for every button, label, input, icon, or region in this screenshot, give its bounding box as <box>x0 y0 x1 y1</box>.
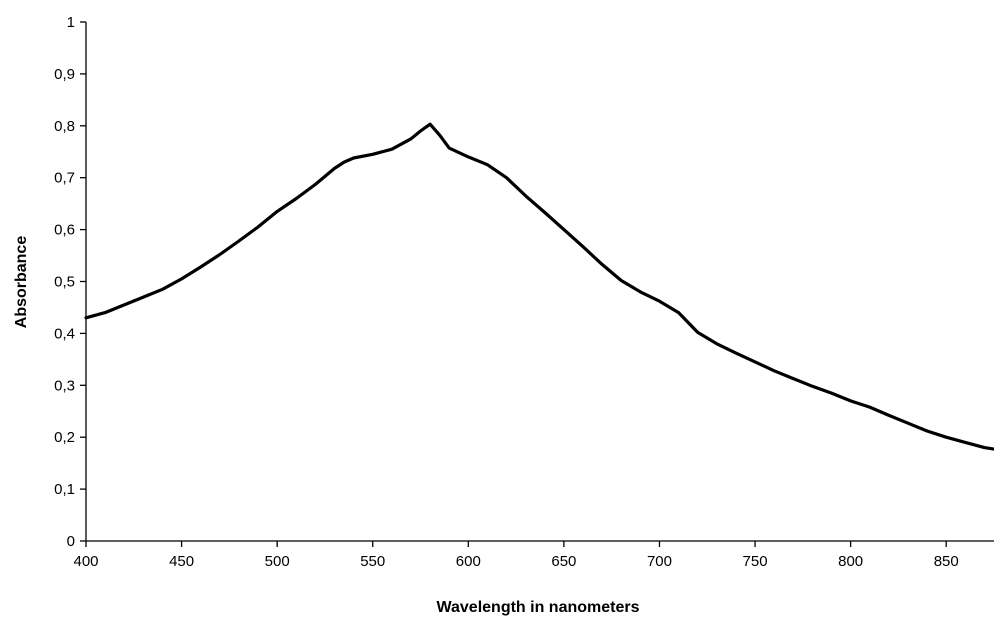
y-tick-label: 0,5 <box>54 274 75 291</box>
y-tick-label: 0,7 <box>54 170 75 187</box>
axes <box>85 22 994 542</box>
x-tick-label: 850 <box>934 553 959 570</box>
x-tick-label: 400 <box>73 553 98 570</box>
y-tick-label: 0,2 <box>54 429 75 446</box>
x-tick-label: 750 <box>743 553 768 570</box>
y-tick-label: 1 <box>67 14 75 31</box>
x-tick-label: 700 <box>647 553 672 570</box>
x-tick-label: 600 <box>456 553 481 570</box>
y-tick-label: 0,8 <box>54 118 75 135</box>
tick-labels: 0 0,1 0,2 0,3 0,4 0,5 0,6 0,7 0,8 0,9 1 400 450 500 55… <box>54 14 959 570</box>
y-tick-label: 0,4 <box>54 325 75 342</box>
y-axis-title: Absorbance <box>13 236 30 329</box>
x-tick-label: 500 <box>265 553 290 570</box>
y-tick-label: 0,1 <box>54 481 75 498</box>
series-layer <box>84 122 994 451</box>
absorbance-series-line <box>84 122 994 451</box>
y-tick-label: 0,9 <box>54 66 75 83</box>
y-tick-label: 0 <box>67 533 75 550</box>
tick-marks <box>80 21 947 547</box>
x-tick-label: 550 <box>360 553 385 570</box>
x-tick-label: 650 <box>551 553 576 570</box>
y-tick-label: 0,3 <box>54 377 75 394</box>
x-tick-label: 800 <box>838 553 863 570</box>
y-tick-label: 0,6 <box>54 222 75 239</box>
x-tick-label: 450 <box>169 553 194 570</box>
x-axis-title: Wavelength in nanometers <box>437 599 640 616</box>
